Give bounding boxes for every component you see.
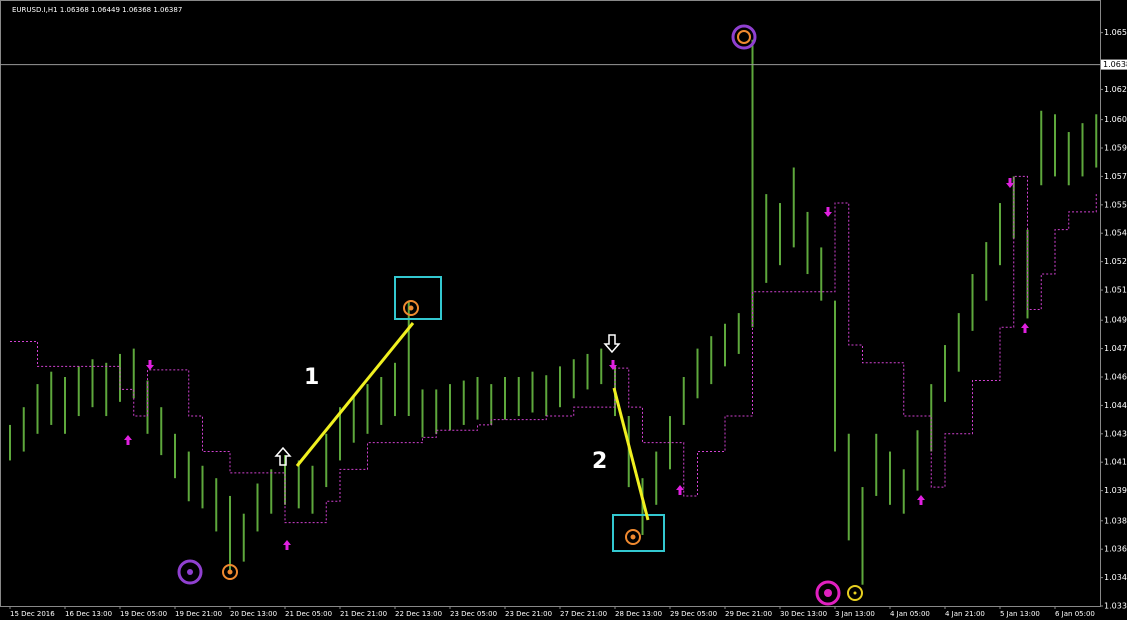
y-tick-label: 1.0478 [1104, 344, 1127, 353]
x-tick-label: 19 Dec 05:00 [120, 610, 167, 618]
trailing-stop [10, 175, 1097, 524]
x-tick-label: 15 Dec 2016 [10, 610, 55, 618]
y-tick-label: 1.0430 [1104, 429, 1127, 438]
arrow-down [603, 334, 621, 354]
overlay [124, 24, 1029, 606]
x-tick-label: 27 Dec 21:00 [560, 610, 607, 618]
y-tick-label: 1.0446 [1104, 401, 1127, 410]
box [612, 514, 665, 552]
x-tick-label: 22 Dec 13:00 [395, 610, 442, 618]
x-tick-label: 19 Dec 21:00 [175, 610, 222, 618]
x-tick-label: 4 Jan 21:00 [945, 610, 985, 618]
plot-frame [0, 0, 1101, 607]
circle [222, 564, 238, 580]
circle [177, 559, 203, 585]
circle [625, 529, 641, 545]
y-tick-label: 1.0398 [1104, 486, 1127, 495]
circle [731, 24, 757, 50]
x-tick-label: 3 Jan 13:00 [835, 610, 875, 618]
box [394, 276, 442, 320]
x-tick-label: 29 Dec 21:00 [725, 610, 772, 618]
circle [403, 300, 419, 316]
signal-arrows [124, 178, 1029, 550]
x-tick-label: 30 Dec 13:00 [780, 610, 827, 618]
x-tick-label: 16 Dec 13:00 [65, 610, 112, 618]
price-label: 1.0638 [1103, 60, 1127, 69]
arrow-up [274, 446, 292, 466]
x-tick-label: 23 Dec 05:00 [450, 610, 497, 618]
annotation-label: 1 [304, 365, 319, 390]
y-tick-label: 1.0624 [1104, 85, 1127, 94]
x-tick-label: 21 Dec 21:00 [340, 610, 387, 618]
y-tick-label: 1.0559 [1104, 200, 1127, 209]
y-tick-label: 1.0333 [1104, 602, 1127, 611]
y-tick-label: 1.0494 [1104, 316, 1127, 325]
chart-title: EURUSD.I,H1 1.06368 1.06449 1.06368 1.06… [12, 6, 182, 14]
x-tick-label: 29 Dec 05:00 [670, 610, 717, 618]
x-tick-label: 21 Dec 05:00 [285, 610, 332, 618]
circle [847, 585, 863, 601]
y-tick-label: 1.0349 [1104, 573, 1127, 582]
y-tick-label: 1.0365 [1104, 545, 1127, 554]
x-tick-label: 4 Jan 05:00 [890, 610, 930, 618]
y-tick-label: 1.0462 [1104, 373, 1127, 382]
trend-line [295, 322, 415, 467]
y-tick-label: 1.0575 [1104, 172, 1127, 181]
y-tick-label: 1.0414 [1104, 458, 1127, 467]
x-tick-label: 5 Jan 13:00 [1000, 610, 1040, 618]
y-tick-label: 1.0656 [1104, 28, 1127, 37]
y-tick-label: 1.0543 [1104, 229, 1127, 238]
price-label-box [1101, 59, 1127, 70]
x-tick-label: 6 Jan 05:00 [1055, 610, 1095, 618]
trend-line [612, 387, 650, 521]
x-tick-label: 28 Dec 13:00 [615, 610, 662, 618]
x-tick-label: 23 Dec 21:00 [505, 610, 552, 618]
marks [9, 39, 1098, 585]
x-tick-label: 20 Dec 13:00 [230, 610, 277, 618]
y-tick-label: 1.0527 [1104, 257, 1127, 266]
y-tick-label: 1.0607 [1104, 115, 1127, 124]
annotation-label: 2 [592, 449, 607, 474]
circle [815, 580, 841, 606]
